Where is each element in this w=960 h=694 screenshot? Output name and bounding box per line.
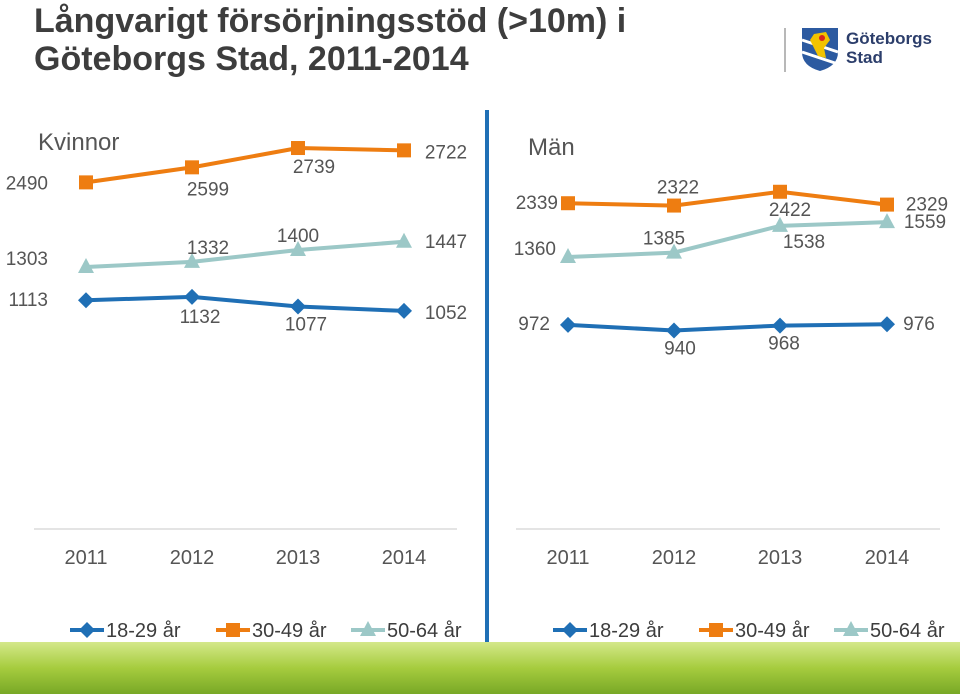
data-label-0-0-1: 1132 bbox=[180, 307, 221, 328]
legend-marker-1-2 bbox=[843, 621, 859, 636]
logo-wordmark: Göteborgs Stad bbox=[846, 29, 932, 67]
data-label-1-1-1: 2322 bbox=[657, 178, 699, 199]
x-tick-label-0-3: 2014 bbox=[382, 547, 427, 569]
logo-separator bbox=[784, 28, 786, 72]
data-label-1-1-3: 2329 bbox=[906, 195, 948, 216]
data-label-1-1-2: 2422 bbox=[769, 200, 811, 221]
series-line-1-1 bbox=[567, 189, 888, 208]
logo-text-line1: Göteborgs bbox=[846, 29, 932, 48]
data-point-0-1-3 bbox=[397, 143, 411, 158]
data-point-1-1-0 bbox=[561, 196, 575, 211]
data-label-0-2-3: 1447 bbox=[425, 232, 467, 253]
data-point-1-2-1 bbox=[666, 243, 682, 259]
data-label-1-0-3: 976 bbox=[903, 314, 935, 335]
legend-marker-0-2 bbox=[360, 621, 376, 636]
data-label-0-2-0: 1303 bbox=[6, 249, 48, 270]
coat-of-arms-icon bbox=[801, 28, 839, 71]
legend-label-0-1: 30-49 år bbox=[252, 620, 327, 642]
data-point-1-2-3 bbox=[879, 213, 895, 229]
data-point-0-2-2 bbox=[290, 241, 306, 256]
data-point-1-1-2 bbox=[773, 184, 787, 199]
data-point-1-0-3 bbox=[879, 316, 895, 333]
data-point-0-0-2 bbox=[290, 298, 306, 315]
data-label-0-0-0: 1113 bbox=[9, 290, 48, 311]
data-label-0-0-2: 1077 bbox=[285, 315, 327, 336]
data-point-0-0-1 bbox=[184, 288, 200, 305]
series-line-1-0 bbox=[567, 322, 888, 333]
page-title: Långvarigt försörjningsstöd (>10m) i Göt… bbox=[34, 2, 627, 78]
data-label-0-1-0: 2490 bbox=[6, 173, 48, 194]
data-label-1-0-0: 972 bbox=[518, 314, 550, 335]
legend-marker-1-1 bbox=[709, 623, 723, 637]
data-point-0-1-1 bbox=[185, 160, 199, 175]
legend-marker-0-0 bbox=[79, 622, 95, 638]
data-label-0-1-2: 2739 bbox=[293, 157, 335, 178]
data-point-1-2-2 bbox=[772, 216, 788, 232]
panel-title-kvinnor: Kvinnor bbox=[38, 129, 119, 156]
data-point-0-0-0 bbox=[78, 292, 94, 309]
series-line-1-2 bbox=[567, 220, 888, 259]
goteborgs-stad-logo: Göteborgs Stad bbox=[784, 24, 934, 74]
series-line-0-1 bbox=[85, 146, 405, 185]
x-tick-label-1-2: 2013 bbox=[758, 547, 803, 569]
logo-text-line2: Stad bbox=[846, 48, 883, 67]
legend-label-0-0: 18-29 år bbox=[106, 620, 181, 642]
data-label-1-2-1: 1385 bbox=[643, 229, 685, 250]
legend-marker-0-1 bbox=[226, 623, 240, 637]
data-label-0-1-1: 2599 bbox=[187, 179, 229, 200]
x-tick-label-1-1: 2012 bbox=[652, 547, 697, 569]
legend-label-1-2: 50-64 år bbox=[870, 620, 945, 642]
x-tick-label-0-2: 2013 bbox=[276, 547, 321, 569]
data-label-1-2-2: 1538 bbox=[783, 232, 825, 253]
data-label-0-0-3: 1052 bbox=[425, 303, 467, 324]
data-point-1-0-0 bbox=[560, 316, 576, 333]
data-point-1-0-1 bbox=[666, 322, 682, 339]
data-label-0-2-2: 1400 bbox=[277, 226, 319, 247]
data-point-0-1-0 bbox=[79, 175, 93, 190]
data-label-1-2-0: 1360 bbox=[514, 239, 556, 260]
x-tick-label-1-3: 2014 bbox=[865, 547, 910, 569]
x-tick-label-0-1: 2012 bbox=[170, 547, 215, 569]
data-point-0-0-3 bbox=[396, 302, 412, 319]
data-point-0-1-2 bbox=[291, 141, 305, 156]
data-label-1-0-2: 968 bbox=[768, 334, 800, 355]
data-point-0-2-3 bbox=[396, 232, 412, 248]
data-label-1-2-3: 1559 bbox=[904, 212, 946, 233]
legend-label-1-1: 30-49 år bbox=[735, 620, 810, 642]
data-label-0-1-3: 2722 bbox=[425, 142, 467, 163]
panel-title-man: Män bbox=[528, 134, 575, 161]
grass-footer-image bbox=[0, 642, 960, 694]
legend-label-1-0: 18-29 år bbox=[589, 620, 664, 642]
data-point-0-2-1 bbox=[184, 252, 200, 268]
legend-marker-1-0 bbox=[562, 622, 578, 638]
x-tick-label-0-0: 2011 bbox=[64, 547, 107, 569]
series-line-0-2 bbox=[85, 239, 405, 269]
legend-label-0-2: 50-64 år bbox=[387, 620, 462, 642]
data-label-1-1-0: 2339 bbox=[516, 193, 558, 214]
data-label-0-2-1: 1332 bbox=[187, 238, 229, 259]
data-point-1-1-3 bbox=[880, 197, 894, 212]
data-point-1-1-1 bbox=[667, 198, 681, 213]
data-point-1-0-2 bbox=[772, 317, 788, 334]
data-point-1-2-0 bbox=[560, 248, 576, 263]
data-point-0-2-0 bbox=[78, 257, 94, 273]
series-line-0-0 bbox=[85, 294, 405, 313]
x-tick-label-1-0: 2011 bbox=[546, 547, 589, 569]
data-label-1-0-1: 940 bbox=[664, 339, 696, 360]
